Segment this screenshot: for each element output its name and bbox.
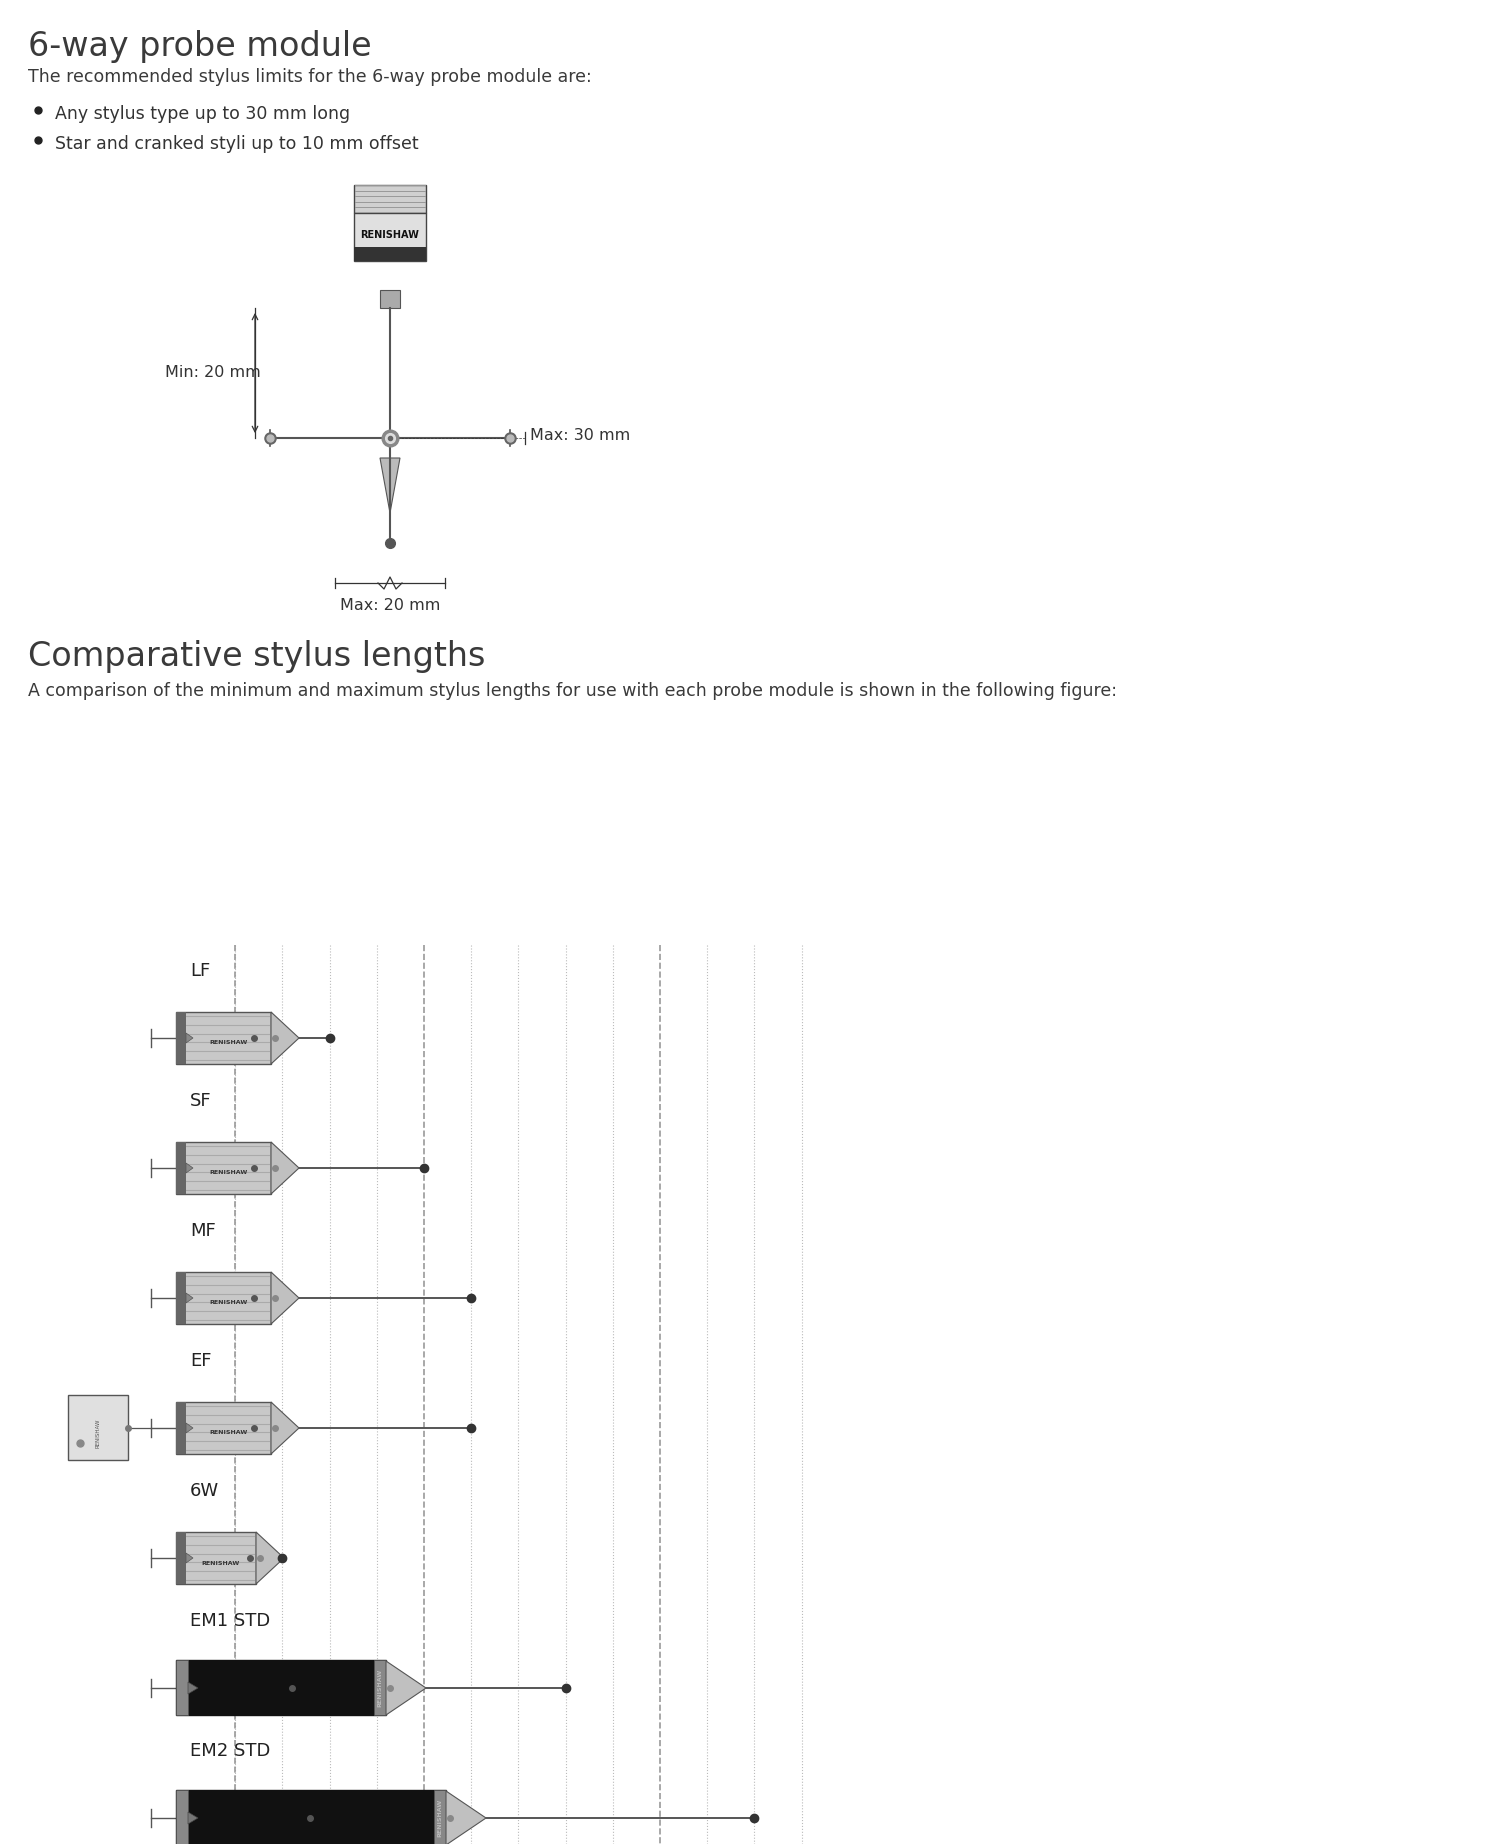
- Bar: [354, 247, 426, 262]
- Polygon shape: [185, 1033, 193, 1044]
- Text: Max: 20 mm: Max: 20 mm: [339, 597, 440, 612]
- Bar: [434, 1791, 446, 1844]
- Text: RENISHAW: RENISHAW: [209, 1171, 247, 1175]
- Polygon shape: [185, 1164, 193, 1173]
- Text: EM2 STD: EM2 STD: [190, 1743, 270, 1759]
- Polygon shape: [271, 1141, 298, 1195]
- Polygon shape: [446, 1791, 485, 1844]
- Bar: [354, 184, 426, 214]
- Text: Min: 20 mm: Min: 20 mm: [164, 365, 261, 380]
- Text: RENISHAW: RENISHAW: [202, 1560, 240, 1566]
- Text: RENISHAW: RENISHAW: [95, 1418, 101, 1448]
- Text: RENISHAW: RENISHAW: [209, 1431, 247, 1435]
- Polygon shape: [271, 1272, 298, 1324]
- Text: Max: 30 mm: Max: 30 mm: [530, 428, 630, 444]
- Text: SF: SF: [190, 1092, 211, 1110]
- Polygon shape: [188, 1813, 197, 1824]
- Polygon shape: [185, 1553, 193, 1564]
- Bar: [176, 1012, 185, 1064]
- Text: Any stylus type up to 30 mm long: Any stylus type up to 30 mm long: [54, 105, 350, 124]
- Bar: [176, 1532, 185, 1584]
- Bar: [176, 1660, 188, 1715]
- Polygon shape: [185, 1293, 193, 1304]
- Bar: [176, 1660, 386, 1715]
- Text: Comparative stylus lengths: Comparative stylus lengths: [29, 640, 485, 673]
- Bar: [176, 1012, 271, 1064]
- Polygon shape: [185, 1424, 193, 1433]
- Text: RENISHAW: RENISHAW: [209, 1040, 247, 1046]
- Bar: [176, 1272, 185, 1324]
- Text: RENISHAW: RENISHAW: [360, 230, 419, 240]
- Bar: [68, 1396, 128, 1460]
- Text: RENISHAW: RENISHAW: [437, 1800, 443, 1837]
- Text: 6W: 6W: [190, 1483, 219, 1499]
- Polygon shape: [188, 1682, 197, 1695]
- Bar: [354, 214, 426, 262]
- Text: MF: MF: [190, 1223, 216, 1239]
- Text: RENISHAW: RENISHAW: [377, 1669, 383, 1708]
- Text: EF: EF: [190, 1352, 211, 1370]
- Bar: [176, 1791, 446, 1844]
- Bar: [176, 1532, 256, 1584]
- Text: Star and cranked styli up to 10 mm offset: Star and cranked styli up to 10 mm offse…: [54, 135, 419, 153]
- Bar: [176, 1401, 185, 1455]
- Bar: [176, 1401, 271, 1455]
- Bar: [176, 1791, 188, 1844]
- Text: A comparison of the minimum and maximum stylus lengths for use with each probe m: A comparison of the minimum and maximum …: [29, 682, 1117, 701]
- Polygon shape: [271, 1401, 298, 1455]
- Bar: [176, 1272, 271, 1324]
- Text: RENISHAW: RENISHAW: [209, 1300, 247, 1306]
- Polygon shape: [271, 1012, 298, 1064]
- Bar: [176, 1141, 271, 1195]
- Text: 6-way probe module: 6-way probe module: [29, 30, 372, 63]
- Text: LF: LF: [190, 963, 211, 979]
- Polygon shape: [256, 1532, 283, 1584]
- Bar: [176, 1141, 185, 1195]
- Polygon shape: [386, 1661, 426, 1715]
- Bar: [374, 1660, 386, 1715]
- Text: EM1 STD: EM1 STD: [190, 1612, 270, 1630]
- Polygon shape: [380, 457, 399, 513]
- Text: The recommended stylus limits for the 6-way probe module are:: The recommended stylus limits for the 6-…: [29, 68, 592, 87]
- Bar: [380, 290, 399, 308]
